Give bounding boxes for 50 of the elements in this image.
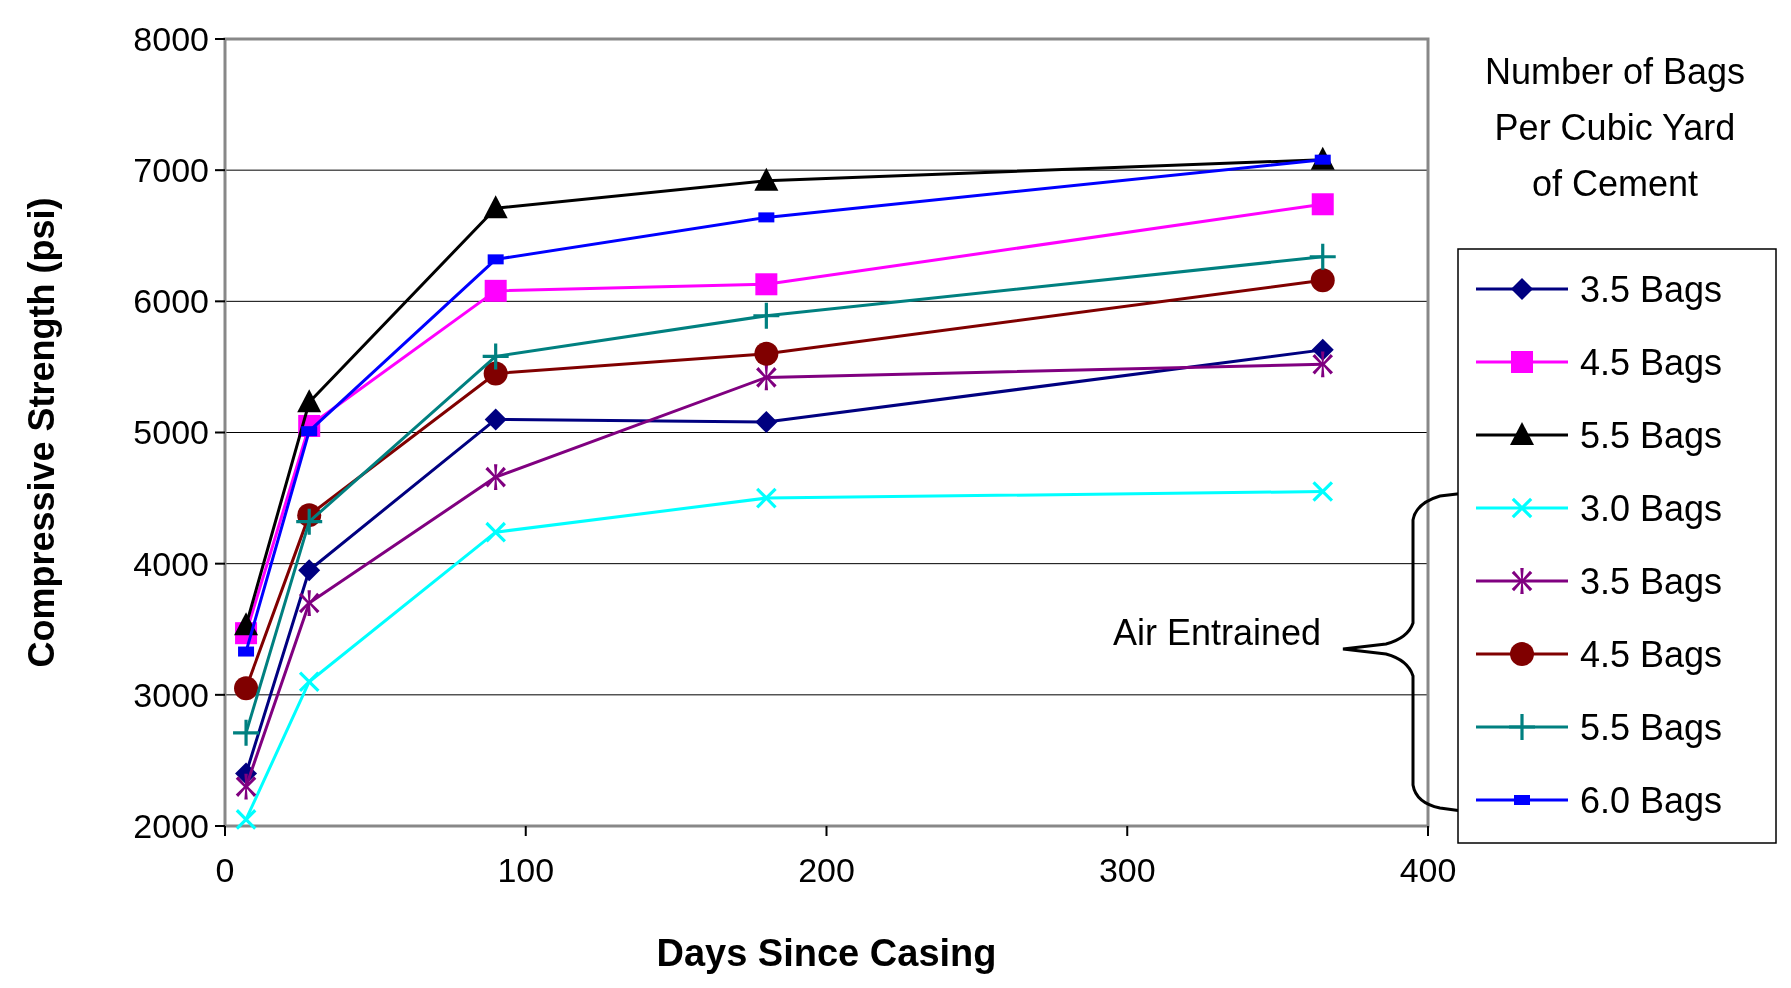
point bbox=[755, 411, 778, 434]
legend-title: Number of Bags Per Cubic Yard of Cement bbox=[1484, 51, 1746, 204]
point bbox=[298, 671, 320, 693]
point bbox=[483, 361, 508, 386]
point bbox=[298, 590, 320, 616]
point bbox=[234, 676, 259, 701]
y-tick-label: 8000 bbox=[133, 19, 209, 58]
y-tick-label: 2000 bbox=[133, 806, 209, 845]
point bbox=[1312, 481, 1334, 502]
point bbox=[755, 273, 778, 296]
point bbox=[484, 279, 507, 302]
x-tick-label: 100 bbox=[497, 851, 555, 889]
point bbox=[296, 508, 323, 535]
point bbox=[1311, 193, 1334, 216]
point bbox=[1312, 351, 1334, 378]
y-tick-label: 3000 bbox=[133, 675, 209, 714]
point bbox=[753, 302, 780, 329]
y-tick-label: 6000 bbox=[133, 282, 209, 321]
legend-label: 4.5 Bags bbox=[1580, 341, 1723, 383]
legend-label: 4.5 Bags bbox=[1580, 633, 1723, 675]
point bbox=[298, 559, 321, 582]
point bbox=[1309, 243, 1336, 270]
point bbox=[235, 773, 257, 800]
legend-label: 6.0 Bags bbox=[1580, 779, 1723, 821]
x-tick-label: 300 bbox=[1098, 851, 1156, 889]
annotation: Air Entrained bbox=[1112, 612, 1321, 653]
legend-label: 5.5 Bags bbox=[1580, 414, 1723, 456]
point bbox=[754, 167, 779, 191]
point bbox=[482, 343, 509, 370]
point bbox=[754, 341, 779, 366]
x-tick-label: 200 bbox=[798, 851, 855, 889]
y-tick-label: 7000 bbox=[133, 151, 209, 190]
point bbox=[1310, 268, 1335, 293]
point bbox=[297, 389, 322, 413]
x-axis-title: Days Since Casing bbox=[656, 932, 997, 974]
point bbox=[484, 408, 507, 431]
point bbox=[485, 521, 506, 543]
point bbox=[485, 464, 506, 490]
legend-label: 5.5 Bags bbox=[1580, 706, 1723, 748]
x-tick-label: 0 bbox=[215, 851, 235, 889]
point bbox=[756, 364, 777, 391]
point bbox=[233, 719, 260, 746]
legend-label: 3.5 Bags bbox=[1580, 560, 1723, 602]
y-tick-label: 5000 bbox=[133, 413, 209, 452]
point bbox=[483, 195, 508, 219]
legend-label: 3.5 Bags bbox=[1580, 268, 1723, 310]
legend-label: 3.0 Bags bbox=[1580, 487, 1723, 529]
x-tick-label: 400 bbox=[1399, 851, 1457, 889]
y-axis-title: Compressive Strength (psi) bbox=[21, 197, 62, 668]
y-tick-label: 4000 bbox=[133, 544, 209, 583]
